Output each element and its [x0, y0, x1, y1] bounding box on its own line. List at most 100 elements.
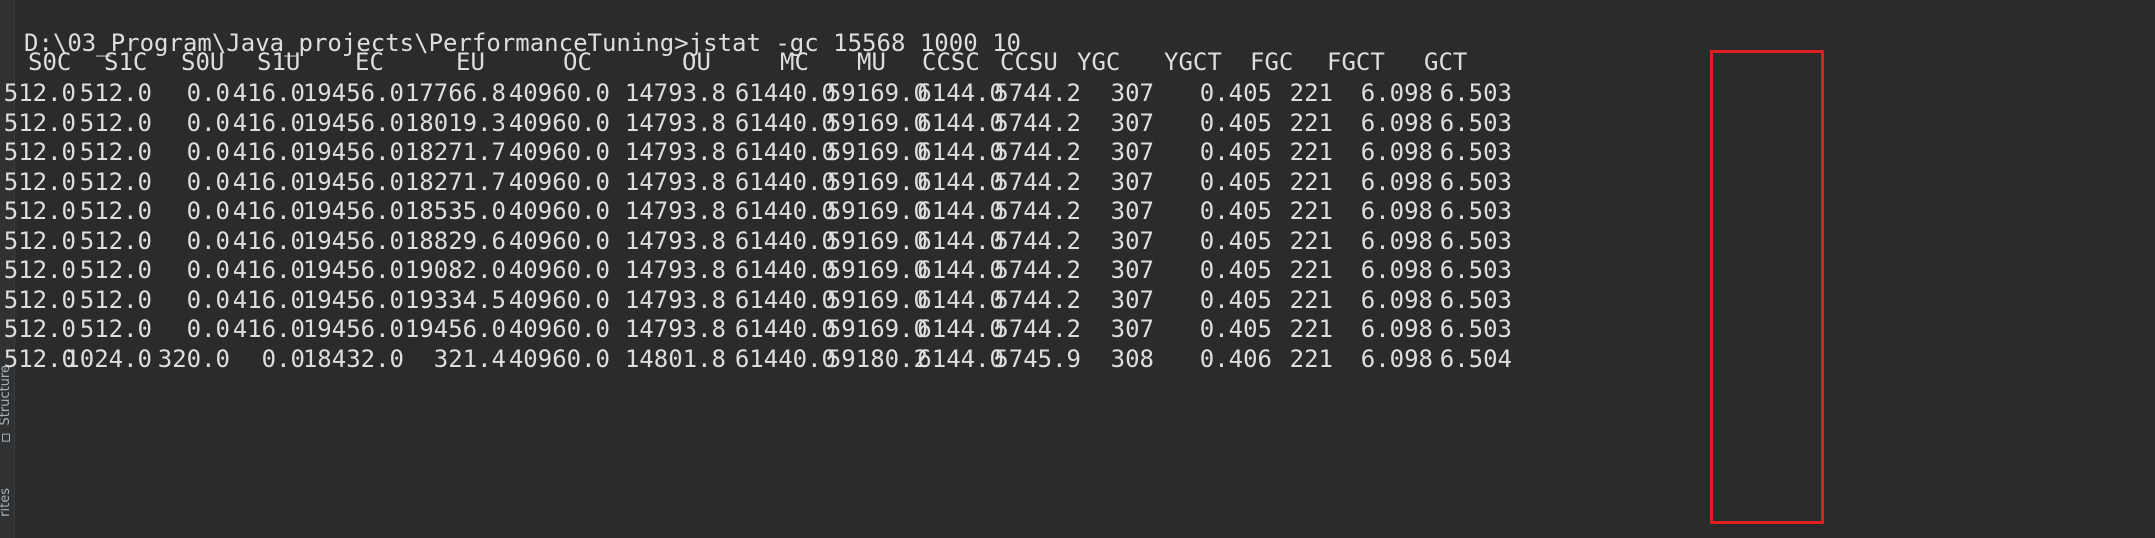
cell-s1u: 416.0	[232, 285, 305, 314]
cell-s1u: 416.0	[232, 167, 305, 196]
cell-fgc: 221	[1289, 315, 1333, 343]
cell-ec: 19456.0	[302, 256, 404, 284]
cell-eu: 18535.0	[404, 197, 506, 225]
cell-eu: 18271.7	[404, 167, 506, 196]
cell-ygc: 308	[1110, 344, 1154, 373]
table-header: S0C S1C S0U S1U EC EU OC OU MC MU CCSC CCSU YGC YGCT F…	[0, 47, 2155, 77]
cell-ygct: 0.405	[1199, 197, 1272, 225]
cell-mu: 59169.0	[826, 197, 928, 225]
cell-ccsc: 6144.0	[917, 79, 1004, 107]
cell-fgct: 6.098	[1360, 108, 1433, 137]
cell-fgct: 6.098	[1360, 79, 1433, 107]
cell-oc: 40960.0	[508, 256, 610, 284]
cell-ec: 19456.0	[302, 79, 404, 107]
cell-fgc: 221	[1289, 256, 1333, 284]
column-header-eu: EU	[456, 48, 485, 76]
cell-ou: 14793.8	[624, 138, 726, 166]
cell-fgct: 6.098	[1360, 285, 1433, 314]
cell-ccsc: 6144.0	[917, 167, 1004, 196]
cell-s1u: 0.0	[261, 344, 305, 373]
cell-eu: 321.4	[433, 344, 506, 373]
cell-s0c: 512.0	[3, 256, 76, 284]
structure-tab[interactable]: Structure	[0, 365, 13, 442]
cell-gct: 6.503	[1439, 285, 1512, 314]
cell-fgc: 221	[1289, 138, 1333, 166]
table-row: 512.0 512.0 0.0 416.0 19456.0 17766.8 40960.0 1…	[0, 78, 2155, 108]
cell-s0u: 0.0	[186, 108, 230, 137]
cell-ec: 19456.0	[302, 315, 404, 343]
column-header-ec: EC	[355, 48, 384, 76]
cell-s0c: 512.0	[3, 315, 76, 343]
cell-fgct: 6.098	[1360, 344, 1433, 373]
cell-ou: 14793.8	[624, 315, 726, 343]
cell-s0u: 0.0	[186, 79, 230, 107]
cell-ccsu: 5744.2	[994, 226, 1081, 255]
column-header-fgc: FGC	[1250, 48, 1294, 76]
table-row: 512.0 1024.0 320.0 0.0 18432.0 321.4 40960.0 14…	[0, 344, 2155, 374]
cell-fgc: 221	[1289, 108, 1333, 137]
cell-ou: 14793.8	[624, 167, 726, 196]
cell-s0u: 0.0	[186, 138, 230, 166]
cell-s0u: 0.0	[186, 315, 230, 343]
column-header-oc: OC	[563, 48, 592, 76]
cell-ccsu: 5744.2	[994, 167, 1081, 196]
column-header-ygct: YGCT	[1164, 48, 1222, 76]
cell-ygct: 0.405	[1199, 256, 1272, 284]
cell-ccsc: 6144.0	[917, 256, 1004, 284]
cell-mu: 59169.0	[826, 138, 928, 166]
cell-ygc: 307	[1110, 315, 1154, 343]
cell-ygc: 307	[1110, 226, 1154, 255]
cell-ccsc: 6144.0	[917, 344, 1004, 373]
cell-s1u: 416.0	[232, 315, 305, 343]
cell-s0u: 0.0	[186, 197, 230, 225]
cell-s0u: 0.0	[186, 285, 230, 314]
cell-oc: 40960.0	[508, 79, 610, 107]
cell-s0c: 512.0	[3, 138, 76, 166]
cell-ccsu: 5744.2	[994, 315, 1081, 343]
cell-ygct: 0.405	[1199, 285, 1272, 314]
cell-eu: 18271.7	[404, 138, 506, 166]
cell-s1u: 416.0	[232, 226, 305, 255]
table-row: 512.0 512.0 0.0 416.0 19456.0 18829.6 40960.0 1…	[0, 226, 2155, 256]
cell-mu: 59169.0	[826, 256, 928, 284]
cell-s1c: 1024.0	[65, 344, 152, 373]
cell-gct: 6.503	[1439, 138, 1512, 166]
cell-gct: 6.503	[1439, 315, 1512, 343]
cell-mu: 59169.0	[826, 79, 928, 107]
cell-ygct: 0.405	[1199, 226, 1272, 255]
cell-ygc: 307	[1110, 285, 1154, 314]
cell-s0u: 320.0	[157, 344, 230, 373]
cell-s1c: 512.0	[79, 79, 152, 107]
column-header-mu: MU	[857, 48, 886, 76]
cell-oc: 40960.0	[508, 138, 610, 166]
cell-ccsc: 6144.0	[917, 226, 1004, 255]
cell-fgct: 6.098	[1360, 315, 1433, 343]
cell-mc: 61440.0	[734, 167, 836, 196]
table-row: 512.0 512.0 0.0 416.0 19456.0 19456.0 40960.0 1…	[0, 314, 2155, 344]
column-header-fgct: FGCT	[1327, 48, 1385, 76]
cell-gct: 6.503	[1439, 108, 1512, 137]
cell-mc: 61440.0	[734, 79, 836, 107]
cell-gct: 6.503	[1439, 79, 1512, 107]
cell-mc: 61440.0	[734, 285, 836, 314]
favorites-tab[interactable]: rites	[0, 488, 13, 517]
cell-s1c: 512.0	[79, 197, 152, 225]
cell-eu: 18829.6	[404, 226, 506, 255]
cell-oc: 40960.0	[508, 167, 610, 196]
cell-fgc: 221	[1289, 285, 1333, 314]
cell-s0c: 512.0	[3, 108, 76, 137]
cell-fgct: 6.098	[1360, 256, 1433, 284]
cell-ccsc: 6144.0	[917, 315, 1004, 343]
cell-s1c: 512.0	[79, 108, 152, 137]
cell-s1c: 512.0	[79, 285, 152, 314]
cell-ygc: 307	[1110, 256, 1154, 284]
cell-oc: 40960.0	[508, 108, 610, 137]
cell-mu: 59180.2	[826, 344, 928, 373]
cell-s1c: 512.0	[79, 315, 152, 343]
cell-ou: 14793.8	[624, 108, 726, 137]
table-row: 512.0 512.0 0.0 416.0 19456.0 18271.7 40960.0 1…	[0, 137, 2155, 167]
cell-ec: 19456.0	[302, 167, 404, 196]
cell-ccsu: 5744.2	[994, 79, 1081, 107]
favorites-tab-label: rites	[0, 488, 13, 517]
